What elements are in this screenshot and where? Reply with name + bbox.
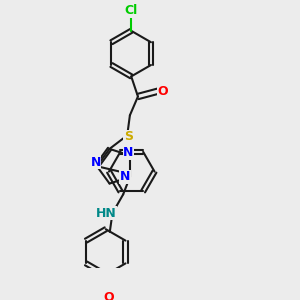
Text: N: N	[90, 156, 101, 169]
Text: N: N	[120, 170, 130, 183]
Text: O: O	[158, 85, 168, 98]
Text: Cl: Cl	[124, 4, 138, 17]
Text: HN: HN	[95, 207, 116, 220]
Text: N: N	[123, 146, 134, 159]
Text: O: O	[103, 291, 114, 300]
Text: S: S	[124, 130, 133, 143]
